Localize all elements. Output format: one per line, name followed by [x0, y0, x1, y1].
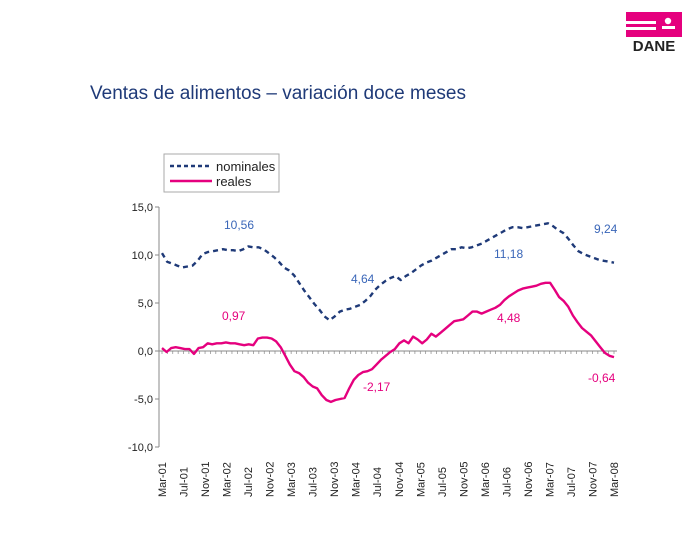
legend-label-nominales: nominales [216, 159, 276, 174]
data-label: 4,48 [497, 311, 521, 325]
x-tick-label: Mar-08 [609, 462, 621, 497]
legend-label-reales: reales [216, 174, 252, 189]
x-tick-label: Mar-06 [480, 462, 492, 497]
x-tick-label: Nov-07 [587, 462, 599, 497]
x-tick-label: Mar-02 [222, 462, 234, 497]
page-title: Ventas de alimentos – variación doce mes… [90, 83, 466, 104]
x-tick-label: Nov-01 [200, 462, 212, 497]
x-tick-label: Jul-02 [243, 467, 255, 497]
x-tick-label: Jul-04 [372, 467, 384, 497]
data-label: 11,18 [494, 247, 523, 261]
x-tick-label: Mar-07 [544, 462, 556, 497]
data-label: 9,24 [594, 222, 618, 236]
dane-logo-text: DANE [633, 38, 676, 52]
x-tick-label: Nov-05 [458, 462, 470, 497]
y-tick-label: 15,0 [132, 202, 153, 214]
x-tick-label: Mar-03 [286, 462, 298, 497]
x-tick-label: Mar-04 [351, 462, 363, 497]
x-tick-label: Mar-01 [157, 462, 169, 497]
y-tick-label: 5,0 [138, 298, 153, 310]
x-tick-label: Jul-03 [308, 467, 320, 497]
x-tick-label: Jul-01 [179, 467, 191, 497]
x-tick-label: Nov-03 [329, 462, 341, 497]
x-tick-label: Jul-06 [501, 467, 513, 497]
y-tick-label: -5,0 [134, 394, 153, 406]
data-label: -2,17 [363, 380, 391, 394]
data-label: -0,64 [588, 371, 616, 385]
data-label: 10,56 [224, 218, 254, 232]
data-label: 0,97 [222, 309, 246, 323]
y-tick-label: -10,0 [128, 442, 153, 454]
x-tick-label: Jul-07 [566, 467, 578, 497]
legend-box [163, 153, 280, 193]
dane-logo: DANE [626, 12, 682, 52]
data-label: 4,64 [351, 272, 375, 286]
x-tick-label: Nov-04 [394, 462, 406, 497]
series-line-reales [161, 281, 615, 404]
series-line-nominales [160, 222, 615, 322]
y-tick-label: 0,0 [138, 346, 153, 358]
dane-logo-mark [626, 12, 682, 37]
x-tick-label: Jul-05 [437, 467, 449, 497]
y-tick-label: 10,0 [132, 250, 153, 262]
x-tick-label: Mar-05 [415, 462, 427, 497]
x-tick-label: Nov-02 [265, 462, 277, 497]
x-tick-label: Nov-06 [523, 462, 535, 497]
